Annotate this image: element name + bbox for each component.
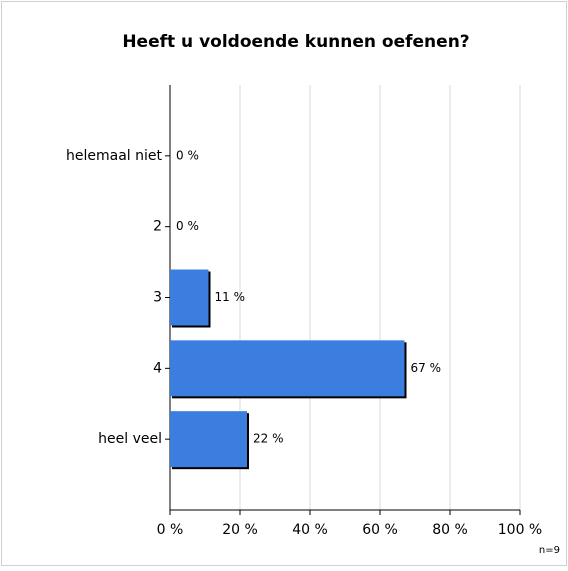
y-tick-label: 3 (153, 290, 162, 306)
bar (170, 269, 209, 326)
x-tick-label: 60 % (362, 522, 398, 538)
value-label: 22 % (253, 432, 284, 446)
x-tick-label: 40 % (292, 522, 328, 538)
y-tick-label: 2 (153, 219, 162, 235)
y-tick-label: heel veel (98, 431, 162, 447)
bar (170, 411, 247, 468)
value-label: 11 % (215, 290, 246, 304)
bar (170, 340, 405, 397)
annotation: n=9 (539, 545, 560, 556)
value-label: 67 % (411, 361, 442, 375)
x-tick-label: 100 % (498, 522, 542, 538)
x-tick-label: 0 % (157, 522, 184, 538)
y-tick-label: 4 (153, 360, 162, 376)
x-tick-label: 80 % (432, 522, 468, 538)
value-label: 0 % (176, 219, 199, 233)
value-label: 0 % (176, 148, 199, 162)
x-tick-label: 20 % (222, 522, 258, 538)
y-tick-label: helemaal niet (66, 148, 163, 164)
chart-title: Heeft u voldoende kunnen oefenen? (122, 32, 469, 52)
